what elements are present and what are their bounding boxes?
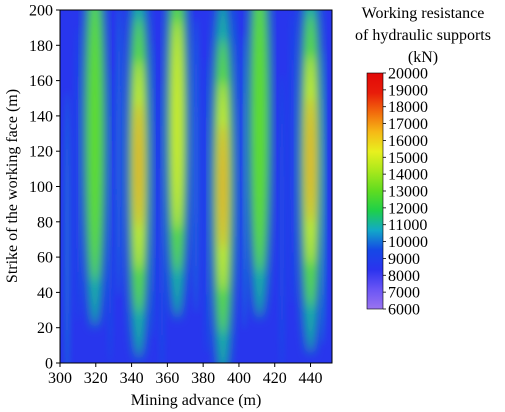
colorbar-tick-label: 7000 [388,285,420,302]
heatmap-ridge-2 [126,10,151,360]
x-tick-label: 420 [263,370,287,387]
colorbar-tick-label: 18000 [388,99,428,116]
heatmap-streak [204,57,210,355]
heatmap-streak [193,17,199,314]
y-tick-label: 120 [29,144,53,161]
heatmap-contour [307,96,315,224]
heatmap-streak [279,73,285,363]
heatmap-ridge-4 [210,10,235,363]
heatmap-streak [159,82,165,363]
colorbar-tick-label: 11000 [388,217,427,234]
x-tick-label: 400 [227,370,251,387]
colorbar-ticks: 2000019000180001700016000150001400013000… [383,66,428,319]
y-tick-label: 160 [29,73,53,90]
x-tick-label: 340 [120,370,144,387]
heatmap-streak [241,32,247,330]
heatmap-ridge-5 [247,10,272,319]
y-axis-label: Strike of the working face (m) [4,89,21,283]
x-axis-label: Mining advance (m) [131,392,262,409]
x-tick-label: 380 [191,370,215,387]
heatmap-ridge-1 [82,10,107,328]
heatmap-contour [86,10,104,282]
heatmap-ridge-3 [165,10,190,319]
y-tick-label: 100 [29,179,53,196]
y-tick-label: 20 [37,320,53,337]
y-tick-label: 0 [45,356,53,373]
x-tick-label: 320 [84,370,108,387]
plot-area [60,10,332,363]
y-tick-label: 140 [29,108,53,125]
colorbar-title-line-2: of hydraulic supports [355,27,491,44]
x-tick-label: 440 [299,370,323,387]
heatmap-ridges [82,10,323,363]
colorbar-tick-label: 15000 [388,150,428,167]
heatmap-streak [75,25,81,323]
colorbar-tick-label: 8000 [388,268,420,285]
heatmap-streak [290,10,296,305]
colorbar-tick-label: 10000 [388,234,428,251]
y-tick-label: 180 [29,38,53,55]
y-tick-label: 80 [37,214,53,231]
colorbar-title-line-1: Working resistance [362,5,485,22]
y-tick-label: 60 [37,250,53,267]
colorbar: Working resistance of hydraulic supports… [355,5,491,319]
heatmap-contour [171,18,183,231]
heatmap-streak [107,66,113,363]
heatmap-ridge-6 [298,10,323,355]
colorbar-tick-label: 9000 [388,251,420,268]
heatmap-contour [219,122,227,251]
y-axis: 0 20 40 60 80 100 120 140 160 180 200 [29,3,60,373]
x-tick-label: 300 [48,370,72,387]
y-tick-label: 200 [29,3,53,20]
colorbar-tick-label: 6000 [388,302,420,319]
heatmap-contour [251,10,269,273]
colorbar-tick-label: 19000 [388,82,428,99]
x-axis: 300 320 340 360 380 400 420 440 [48,363,323,387]
colorbar-gradient [366,72,384,310]
heatmap-streak [150,41,156,339]
colorbar-tick-label: 12000 [388,200,428,217]
colorbar-tick-label: 20000 [388,66,428,83]
colorbar-tick-label: 13000 [388,184,428,201]
heatmap-streak [64,91,70,363]
heatmap-contour [135,101,143,229]
colorbar-tick-label: 16000 [388,133,428,150]
colorbar-tick-label: 14000 [388,167,428,184]
x-tick-label: 360 [155,370,179,387]
colorbar-tick-label: 17000 [388,116,428,133]
heatmap-streak [116,10,122,298]
colorbar-title-line-3: (kN) [408,49,438,66]
y-tick-label: 40 [37,285,53,302]
